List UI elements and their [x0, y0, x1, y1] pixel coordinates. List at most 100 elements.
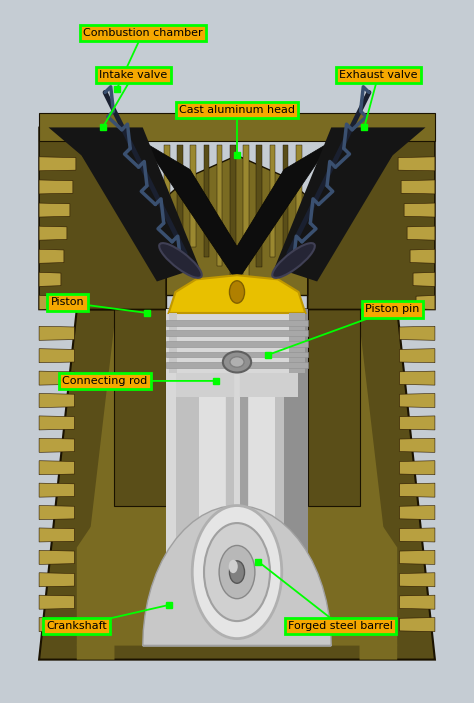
Polygon shape: [133, 155, 341, 295]
Polygon shape: [39, 157, 76, 171]
Polygon shape: [39, 617, 74, 631]
Text: Crankshaft: Crankshaft: [46, 621, 107, 631]
Polygon shape: [77, 323, 397, 645]
Polygon shape: [400, 394, 435, 408]
Polygon shape: [398, 157, 435, 171]
Bar: [176, 309, 298, 631]
Text: Piston pin: Piston pin: [365, 304, 419, 314]
Text: Cast aluminum head: Cast aluminum head: [179, 105, 295, 115]
Polygon shape: [39, 309, 435, 659]
Text: Connecting rod: Connecting rod: [63, 376, 148, 386]
Bar: [203, 145, 209, 257]
Polygon shape: [400, 349, 435, 363]
Polygon shape: [39, 127, 166, 309]
Polygon shape: [359, 491, 397, 659]
Polygon shape: [143, 505, 331, 645]
Bar: [296, 145, 301, 238]
Ellipse shape: [230, 356, 244, 367]
Text: Combustion chamber: Combustion chamber: [83, 28, 202, 38]
Polygon shape: [39, 573, 74, 587]
Polygon shape: [410, 250, 435, 263]
Polygon shape: [39, 550, 74, 565]
Polygon shape: [275, 127, 426, 281]
Polygon shape: [39, 595, 74, 610]
Polygon shape: [115, 309, 166, 505]
Bar: [166, 352, 308, 357]
Polygon shape: [39, 250, 64, 263]
Bar: [169, 313, 177, 373]
Polygon shape: [404, 203, 435, 217]
Bar: [289, 313, 305, 373]
Polygon shape: [413, 272, 435, 286]
Circle shape: [219, 546, 255, 599]
Polygon shape: [39, 505, 74, 520]
Bar: [243, 145, 249, 277]
Circle shape: [229, 560, 238, 573]
Polygon shape: [48, 127, 199, 281]
Polygon shape: [400, 505, 435, 520]
Polygon shape: [143, 141, 331, 281]
Polygon shape: [39, 203, 70, 217]
Polygon shape: [400, 550, 435, 565]
Circle shape: [204, 523, 270, 621]
Polygon shape: [39, 483, 74, 497]
Bar: [191, 145, 196, 247]
Circle shape: [192, 505, 282, 638]
Polygon shape: [39, 416, 74, 430]
Text: Exhaust valve: Exhaust valve: [339, 70, 418, 80]
Bar: [39, 113, 435, 141]
Polygon shape: [39, 272, 61, 286]
Polygon shape: [400, 326, 435, 340]
Polygon shape: [308, 309, 359, 505]
Polygon shape: [39, 326, 74, 340]
Polygon shape: [39, 439, 74, 452]
Polygon shape: [400, 371, 435, 385]
Polygon shape: [400, 483, 435, 497]
Polygon shape: [401, 180, 435, 194]
Bar: [164, 145, 170, 227]
Polygon shape: [400, 617, 435, 631]
Text: Intake valve: Intake valve: [99, 70, 167, 80]
Bar: [176, 373, 298, 397]
Bar: [169, 313, 305, 373]
Polygon shape: [407, 226, 435, 240]
Polygon shape: [416, 295, 435, 309]
Text: Forged steel barrel: Forged steel barrel: [288, 621, 393, 631]
Polygon shape: [39, 180, 73, 194]
Polygon shape: [39, 371, 74, 385]
Ellipse shape: [223, 352, 251, 373]
Polygon shape: [400, 460, 435, 475]
Polygon shape: [400, 439, 435, 452]
Bar: [176, 313, 298, 373]
Polygon shape: [400, 595, 435, 610]
Bar: [270, 145, 275, 257]
Polygon shape: [39, 528, 74, 542]
Ellipse shape: [159, 243, 202, 278]
Polygon shape: [39, 394, 74, 408]
Bar: [284, 309, 308, 631]
Bar: [230, 145, 236, 276]
Bar: [166, 341, 308, 347]
Polygon shape: [400, 416, 435, 430]
Bar: [256, 145, 262, 267]
Polygon shape: [209, 512, 265, 530]
Polygon shape: [308, 127, 435, 309]
Polygon shape: [77, 491, 115, 659]
Bar: [166, 309, 308, 631]
Polygon shape: [400, 528, 435, 542]
Text: Piston: Piston: [51, 297, 84, 307]
Bar: [166, 309, 185, 631]
Bar: [177, 145, 183, 237]
Polygon shape: [39, 295, 58, 309]
Polygon shape: [39, 349, 74, 363]
Bar: [166, 362, 308, 368]
Polygon shape: [39, 460, 74, 475]
Circle shape: [229, 561, 245, 583]
Polygon shape: [400, 573, 435, 587]
Bar: [217, 145, 222, 266]
Bar: [166, 330, 308, 336]
Bar: [283, 145, 288, 247]
Bar: [166, 320, 308, 325]
Circle shape: [229, 280, 245, 303]
Polygon shape: [39, 226, 67, 240]
